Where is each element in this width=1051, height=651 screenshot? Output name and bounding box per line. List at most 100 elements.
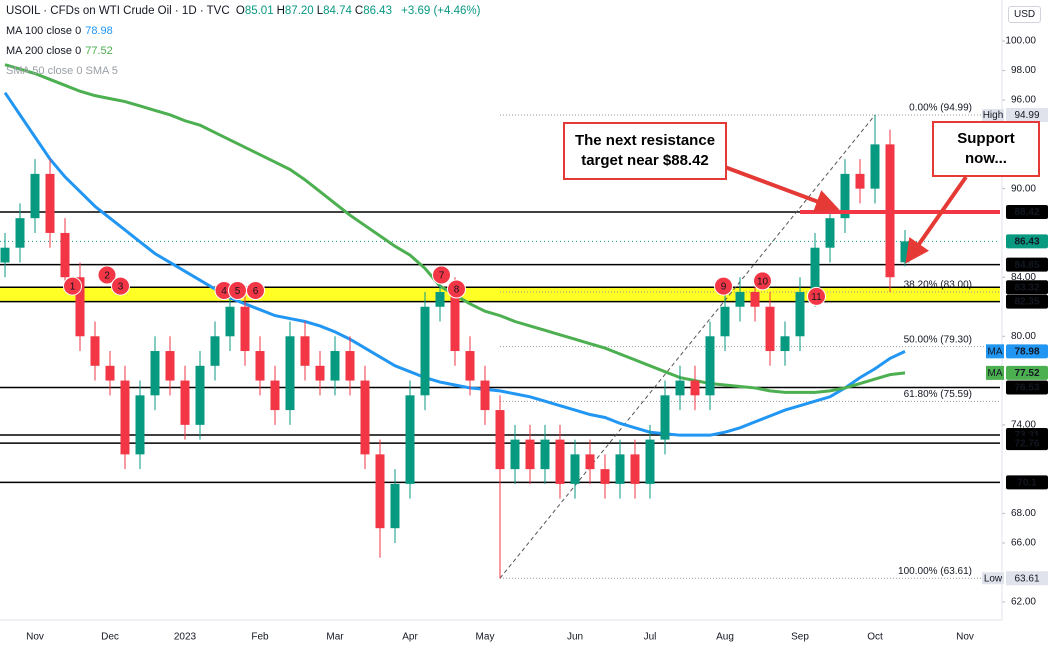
symbol: USOIL · CFDs on WTI Crude Oil · 1D · TVC (6, 5, 230, 17)
fib-label: 38.20% (83.00) (904, 280, 972, 291)
currency[interactable]: USD (1008, 6, 1042, 23)
marker-label: 5 (235, 286, 241, 297)
marker-label: 8 (454, 285, 460, 296)
candle-body (855, 173, 865, 189)
candle-body (135, 395, 145, 455)
candle-body (90, 336, 100, 366)
candle-body (585, 454, 595, 470)
marker (97, 265, 117, 285)
candle-body (630, 454, 640, 484)
marker-label: 2 (104, 271, 110, 282)
candle-body (495, 410, 505, 470)
x-tick-label: Nov (26, 632, 44, 643)
y-tick-label: 74.00 (1011, 419, 1036, 430)
candle-body (405, 395, 415, 484)
fib-value-box (1006, 107, 1048, 122)
marker (432, 265, 451, 285)
x-tick-label: Apr (402, 632, 418, 643)
indicator-name: MA 200 close 0 (6, 45, 82, 57)
fib-label: 61.80% (75.59) (904, 389, 972, 400)
candle-body (705, 336, 715, 396)
candle-body (690, 380, 700, 396)
ma-line (3, 91, 906, 437)
candle-body (570, 454, 580, 484)
ma-value-label: 77.52 (1014, 368, 1039, 379)
ma-tag-label: MA (988, 368, 1003, 379)
ohlc-value: 84.74 (323, 5, 352, 17)
candle-body (45, 173, 55, 233)
level-label: 70.1 (1017, 478, 1037, 489)
support-zone (0, 287, 1000, 302)
fib-trend (499, 114, 876, 579)
ohlc-key: C (354, 5, 364, 17)
level-label: 72.76 (1014, 438, 1039, 449)
x-tick-label: Nov (956, 632, 974, 643)
candle-body (540, 439, 550, 470)
candle-body (675, 380, 685, 396)
candle-body (600, 469, 610, 484)
candle-body (330, 351, 340, 381)
candle-body (195, 365, 205, 425)
fib-value-label: 94.99 (1014, 110, 1039, 121)
candle-body (75, 277, 85, 337)
fib-label: 100.00% (63.61) (898, 566, 972, 577)
y-tick-label: 90.00 (1011, 183, 1036, 194)
level-label: 88.42 (1014, 207, 1039, 218)
candle-body (15, 218, 25, 248)
ohlc: O85.01 H87.20 L84.74 C86.43 (236, 5, 395, 17)
indicator-name: SMA 50 close 0 SMA 5 (6, 65, 118, 77)
indicator: MA 200 close 0 77.52 (6, 45, 113, 57)
last-price-label: 86.43 (1014, 236, 1039, 247)
marker (246, 281, 265, 301)
candle-body (480, 380, 490, 411)
candle-body (165, 351, 175, 381)
x-tick-label: Jul (644, 632, 657, 643)
level-label: 84.85 (1014, 260, 1039, 271)
candle-body (525, 439, 535, 470)
indicator-value: 77.52 (85, 45, 113, 57)
fib-tag-label: High (983, 110, 1004, 121)
x-tick-label: Aug (716, 632, 734, 643)
marker (447, 279, 466, 299)
fib-label: 0.00% (94.99) (909, 103, 972, 114)
candle-body (720, 306, 730, 337)
ma-tag (986, 365, 1004, 380)
x-tick-label: Sep (791, 632, 809, 643)
x-tick-label: Oct (867, 632, 883, 643)
candle-body (300, 336, 310, 366)
indicator-name: MA 100 close 0 (6, 25, 82, 37)
fib-tag (982, 572, 1004, 585)
level-box (1006, 204, 1048, 219)
ma-value-box (1006, 344, 1048, 359)
level-box (1006, 436, 1048, 451)
x-tick-label: Dec (101, 632, 119, 643)
fib-label: 50.00% (79.30) (904, 334, 972, 345)
candle-body (315, 365, 325, 381)
candle-body (450, 291, 460, 352)
candle-body (240, 306, 250, 352)
candle-body (210, 336, 220, 366)
candle-body (0, 247, 10, 263)
candle-body (795, 291, 805, 337)
fib-tag-label: Low (984, 573, 1003, 584)
ma-tag-label: MA (988, 346, 1003, 357)
marker-label: 7 (439, 271, 445, 282)
candle-body (180, 380, 190, 425)
candle-body (810, 247, 820, 292)
x-tick-label: Feb (251, 632, 269, 643)
candle-body (510, 439, 520, 470)
level-label: 82.35 (1014, 297, 1039, 308)
y-tick-label: 96.00 (1011, 95, 1036, 106)
candle-body (30, 173, 40, 219)
level-label: 76.53 (1014, 383, 1039, 394)
level-box (1006, 475, 1048, 490)
candle-body (360, 380, 370, 455)
ohlc-value: 85.01 (244, 5, 274, 17)
level-box (1006, 294, 1048, 309)
candle-body (660, 395, 670, 440)
candle-body (780, 336, 790, 352)
candle-body (150, 351, 160, 396)
marker-label: 6 (253, 286, 259, 297)
marker (807, 286, 826, 306)
candle-body (900, 241, 910, 263)
